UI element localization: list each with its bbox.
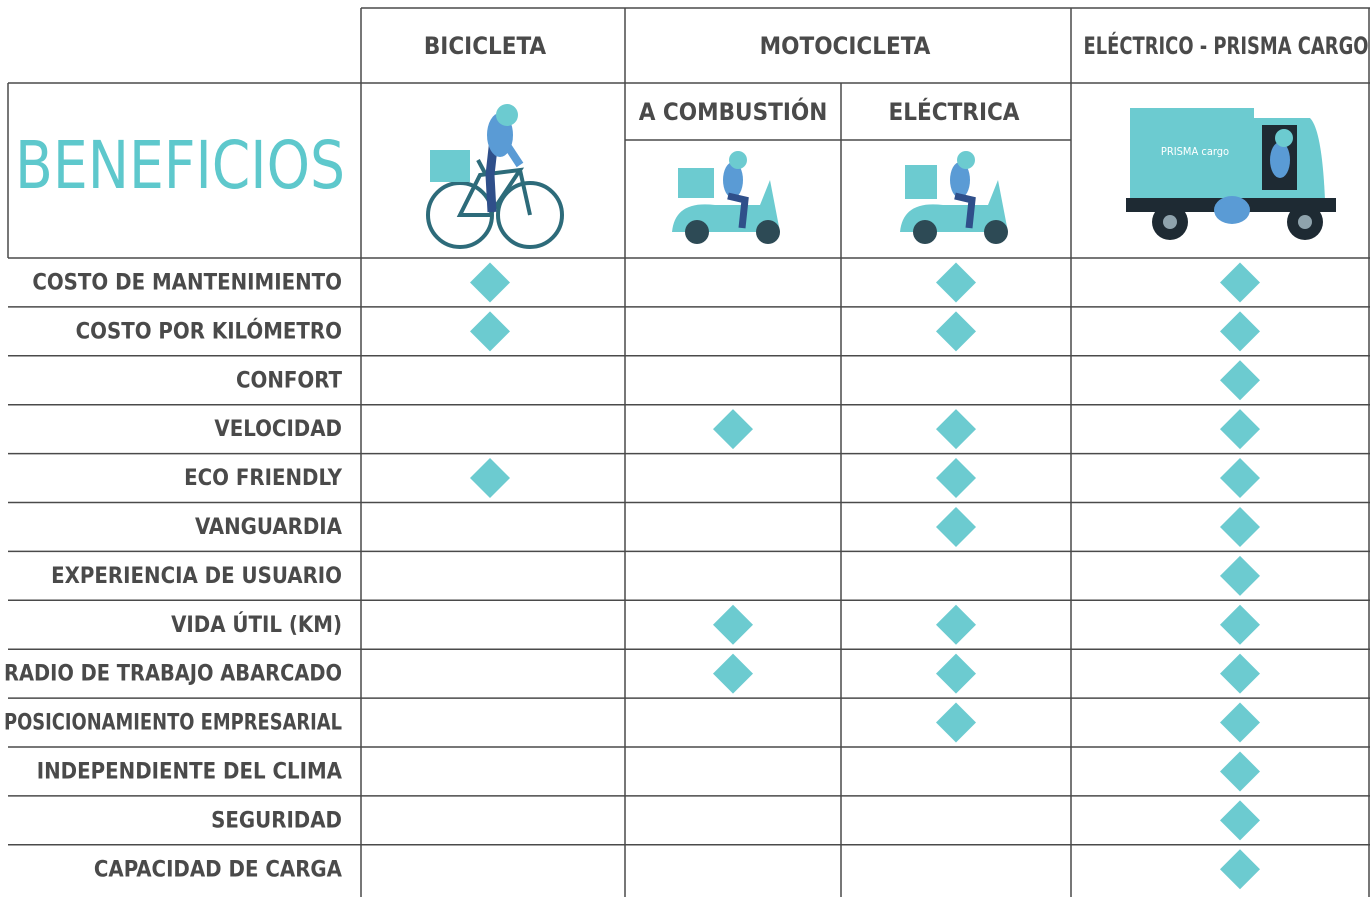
check-diamond <box>936 506 976 547</box>
check-diamond <box>1220 360 1260 401</box>
row-label: CAPACIDAD DE CARGA <box>94 857 343 882</box>
check-diamond <box>936 458 976 499</box>
row-label: SEGURIDAD <box>211 808 342 833</box>
row-label: ECO FRIENDLY <box>184 466 343 491</box>
logo-text: PRISMA cargo <box>1161 145 1229 158</box>
subcolumn-header: ELÉCTRICA <box>888 97 1019 126</box>
check-diamond <box>936 262 976 303</box>
check-diamond <box>1220 311 1260 352</box>
column-header: ELÉCTRICO - PRISMA CARGO <box>1084 31 1369 60</box>
check-diamond <box>936 311 976 352</box>
row-label: EXPERIENCIA DE USUARIO <box>51 564 342 589</box>
check-diamond <box>1220 751 1260 792</box>
column-header: BICICLETA <box>424 32 547 60</box>
table-title: BENEFICIOS <box>15 127 345 204</box>
electric-scooter-illustration <box>900 151 1008 244</box>
combustion-scooter-illustration <box>672 151 780 244</box>
check-diamond <box>1220 800 1260 841</box>
check-diamond <box>1220 702 1260 743</box>
column-header: MOTOCICLETA <box>760 32 931 60</box>
check-diamond <box>1220 849 1260 890</box>
check-diamond <box>713 409 753 450</box>
check-diamond <box>713 653 753 694</box>
check-diamond <box>470 458 510 499</box>
check-diamond <box>1220 409 1260 450</box>
table-body: COSTO DE MANTENIMIENTO COSTO POR KILÓMETR… <box>4 257 1370 890</box>
row-label: CONFORT <box>236 368 343 393</box>
check-diamond <box>1220 458 1260 499</box>
row-label: VIDA ÚTIL (KM) <box>171 612 342 638</box>
row-label: COSTO DE MANTENIMIENTO <box>32 270 342 295</box>
check-diamond <box>1220 604 1260 645</box>
table-grid <box>7 7 1370 897</box>
check-diamond <box>1220 555 1260 596</box>
bicycle-illustration <box>426 104 564 249</box>
check-diamond <box>936 702 976 743</box>
row-label: RADIO DE TRABAJO ABARCADO <box>4 662 342 687</box>
row-label: INDEPENDIENTE DEL CLIMA <box>37 759 343 784</box>
truck-illustration: PRISMA cargo <box>1126 108 1336 240</box>
row-label: POSICIONAMIENTO EMPRESARIAL <box>4 711 342 736</box>
check-diamond <box>1220 653 1260 694</box>
subcolumn-header: A COMBUSTIÓN <box>639 96 828 126</box>
row-label: COSTO POR KILÓMETRO <box>76 318 342 344</box>
row-label: VELOCIDAD <box>214 417 342 442</box>
check-diamond <box>1220 262 1260 303</box>
check-diamond <box>470 311 510 352</box>
check-diamond <box>1220 506 1260 547</box>
check-diamond <box>936 653 976 694</box>
check-diamond <box>713 604 753 645</box>
check-diamond <box>936 409 976 450</box>
check-diamond <box>936 604 976 645</box>
check-diamond <box>470 262 510 303</box>
row-label: VANGUARDIA <box>195 515 343 540</box>
